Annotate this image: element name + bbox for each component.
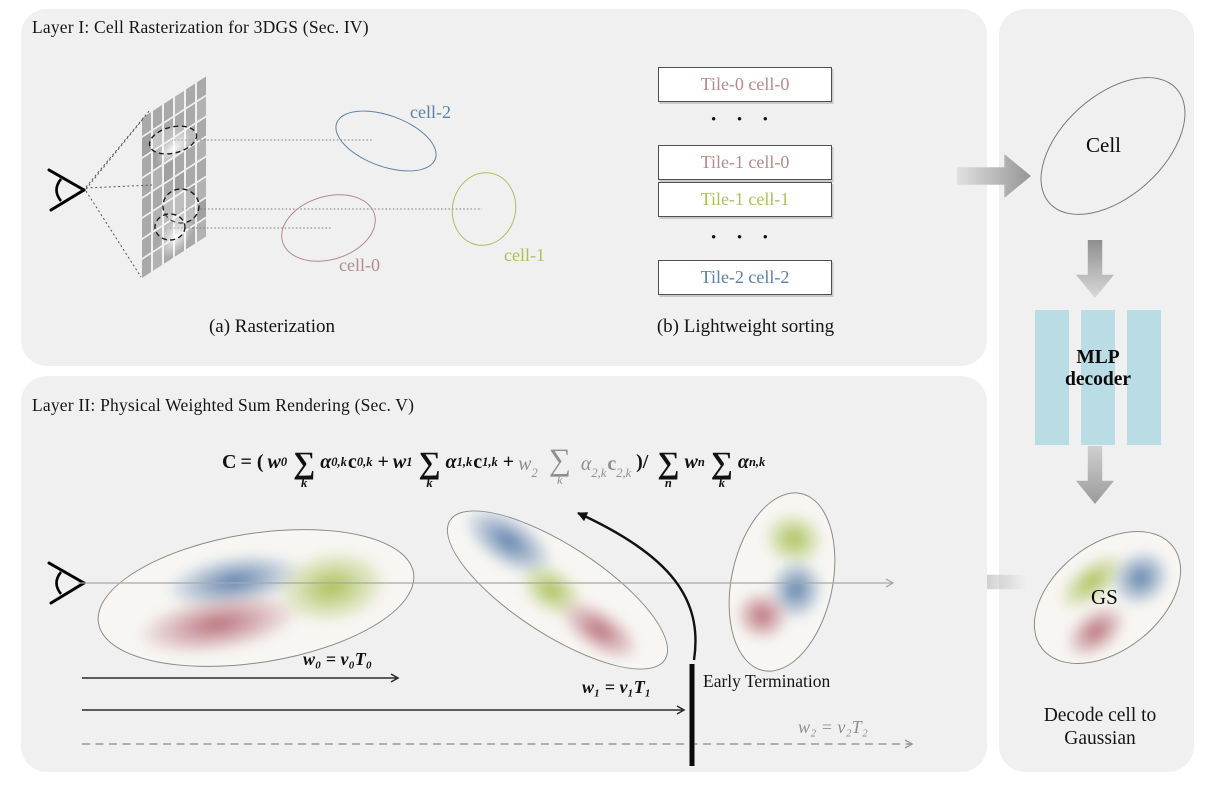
tile-label: Tile-2 cell-2 — [700, 267, 790, 287]
ellipsis-dots: • • • — [711, 111, 777, 126]
cell-1-label: cell-1 — [504, 245, 545, 265]
early-termination-label: Early Termination — [703, 671, 831, 691]
decode-caption-line2: Gaussian — [1064, 728, 1136, 749]
formula-close: )/ — [636, 450, 649, 473]
tile-label: Tile-1 cell-0 — [700, 152, 790, 172]
cell-0-label: cell-0 — [339, 255, 380, 275]
mlp-label-line2: decoder — [1064, 369, 1132, 390]
mlp-decoder-label: MLP decoder — [1032, 347, 1164, 391]
mlp-bar — [1081, 310, 1115, 445]
gs-label: GS — [1091, 585, 1118, 609]
sum-over-n: ∑ n — [657, 444, 680, 491]
skip-term-curved-arrow — [577, 511, 697, 661]
caption-lightweight-sorting: (b) Lightweight sorting — [656, 316, 835, 337]
sum-over-k: ∑ k — [293, 444, 316, 491]
sum-over-k: ∑ k — [710, 444, 733, 491]
tile-row: Tile-0 cell-0 — [658, 67, 832, 102]
frustum-lines — [85, 109, 153, 278]
tile-row: Tile-2 cell-2 — [658, 260, 832, 295]
projection-connector-lines — [170, 139, 482, 229]
rasterization-lines — [85, 109, 482, 278]
mlp-bar — [1127, 310, 1161, 445]
layer2-title: Layer II: Physical Weighted Sum Renderin… — [32, 395, 415, 415]
caption-rasterization: (a) Rasterization — [208, 316, 336, 337]
terminated-term: w2 ∑ k α2,kc2,k — [518, 441, 632, 488]
decode-caption: Decode cell to Gaussian — [1014, 704, 1186, 750]
tile-label: Tile-1 cell-1 — [700, 189, 790, 209]
w0-equation-label: w₀ = v₀T₀ — [303, 649, 373, 669]
decode-caption-line1: Decode cell to — [1043, 705, 1157, 726]
sum-over-k: ∑ k — [548, 441, 571, 488]
mlp-bar — [1035, 310, 1069, 445]
mlp-label-line1: MLP — [1076, 347, 1120, 368]
ellipsis-dots: • • • — [711, 229, 777, 244]
w1-equation-label: w₁ = v₁T₁ — [582, 677, 652, 697]
tile-row: Tile-1 cell-0 — [658, 145, 832, 180]
tile-label: Tile-0 cell-0 — [700, 74, 790, 94]
cell-2-label: cell-2 — [410, 102, 451, 122]
sum-over-k: ∑ k — [418, 444, 441, 491]
cell-footprint-dashed-ellipses — [148, 125, 200, 241]
cell-label: Cell — [1086, 133, 1121, 157]
formula-eq: = ( — [240, 450, 264, 473]
tile-row: Tile-1 cell-1 — [658, 182, 832, 217]
eye-icon — [47, 168, 86, 212]
rendering-lines — [78, 511, 914, 766]
eye-icon — [47, 561, 86, 605]
w2-equation-label: w₂ = v₂T₂ — [798, 717, 868, 737]
layer1-title: Layer I: Cell Rasterization for 3DGS (Se… — [32, 17, 369, 37]
formula-C: C — [222, 450, 237, 473]
